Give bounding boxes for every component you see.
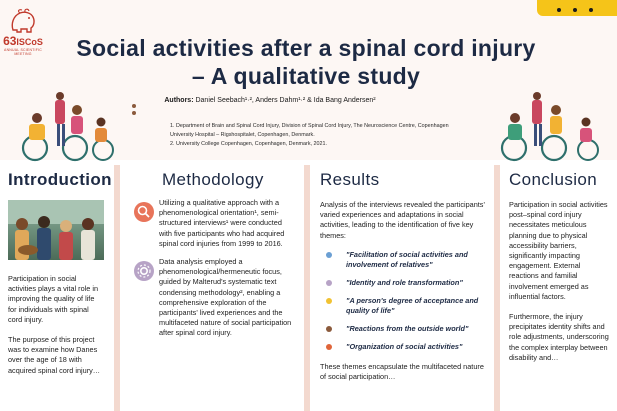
iscos-logo: 63ISCoS ANNUAL SCIENTIFIC MEETING [3,8,43,62]
theme-item: "A person's degree of acceptance and qua… [320,296,488,316]
logo-subtitle: ANNUAL SCIENTIFIC MEETING [4,48,42,56]
theme-dot-icon [326,279,332,286]
conclusion-section: Conclusion Participation in social activ… [501,170,617,411]
column-divider [304,165,310,411]
authors-line: Authors: Daniel Seebach¹·², Anders Dahm¹… [120,97,420,104]
theme-dot-icon [326,343,332,350]
group-photo-icon [8,200,104,260]
poster-header: 63ISCoS ANNUAL SCIENTIFIC MEETING Social… [0,0,617,162]
logo-number: 63ISCoS [3,34,43,48]
introduction-section: Introduction Participation in social act… [0,170,112,411]
affiliation-2: 2. University College Copenhagen, Copenh… [170,141,328,147]
results-intro: Analysis of the interviews revealed the … [320,200,485,240]
introduction-paragraph-1: Participation in social activities plays… [8,274,99,324]
conclusion-title: Conclusion [509,170,598,189]
column-divider [114,165,120,411]
methodology-section: Methodology Utilizing a qualitative appr… [124,170,304,411]
theme-label: "Facilitation of social activities and i… [346,249,468,269]
wheelchair-users-illustration [21,92,114,162]
title-line-1: Social activities after a spinal cord in… [76,35,536,61]
introduction-paragraph-2: The purpose of this project was to exami… [8,335,101,375]
theme-item: "Organization of social activities" [320,342,488,352]
lion-logo-icon [11,8,35,33]
results-section: Results Analysis of the interviews revea… [312,170,496,411]
theme-dot-icon [326,251,332,258]
theme-dot-icon [326,325,332,332]
yellow-accent-bar [537,0,617,16]
gear-icon [134,261,154,282]
friends-photo [8,200,104,260]
decorative-dots [132,104,137,120]
theme-label: "Identity and role transformation" [346,277,463,287]
poster-title: Social activities after a spinal cord in… [40,34,572,90]
theme-item: "Facilitation of social activities and i… [320,250,488,270]
wheelchair-users-illustration-right [500,92,599,162]
affiliation-1: 1. Department of Brain and Spinal Cord I… [170,123,449,138]
results-title: Results [320,170,380,189]
conclusion-paragraph-1: Participation in social activities post–… [509,200,608,301]
magnifier-icon [134,202,154,222]
results-outro: These themes encapsulate the multifacete… [320,361,484,382]
authors-label: Authors: [164,97,194,104]
theme-label: "Organization of social activities" [346,341,463,351]
column-divider [494,165,500,411]
theme-label: "Reactions from the outside world" [346,323,469,333]
methodology-text-2: Data analysis employed a phenomenologica… [159,257,292,338]
methodology-title: Methodology [162,170,264,189]
theme-item: "Identity and role transformation" [320,278,488,288]
introduction-title: Introduction [8,170,112,189]
logo-brand: ISCoS [16,37,43,47]
methodology-item-2: Data analysis employed a phenomenologica… [132,257,296,339]
theme-item: "Reactions from the outside world" [320,324,488,334]
theme-dot-icon [326,297,332,304]
affiliations: 1. Department of Brain and Spinal Cord I… [170,122,470,149]
methodology-item-1: Utilizing a qualitative approach with a … [132,198,296,249]
methodology-text-1: Utilizing a qualitative approach with a … [159,198,285,248]
theme-label: "A person's degree of acceptance and qua… [346,295,479,315]
authors-names: Daniel Seebach¹·², Anders Dahm¹·² & Ida … [195,97,376,104]
title-line-2: – A qualitative study [191,63,421,89]
conclusion-paragraph-2: Furthermore, the injury precipitates ide… [509,312,609,362]
